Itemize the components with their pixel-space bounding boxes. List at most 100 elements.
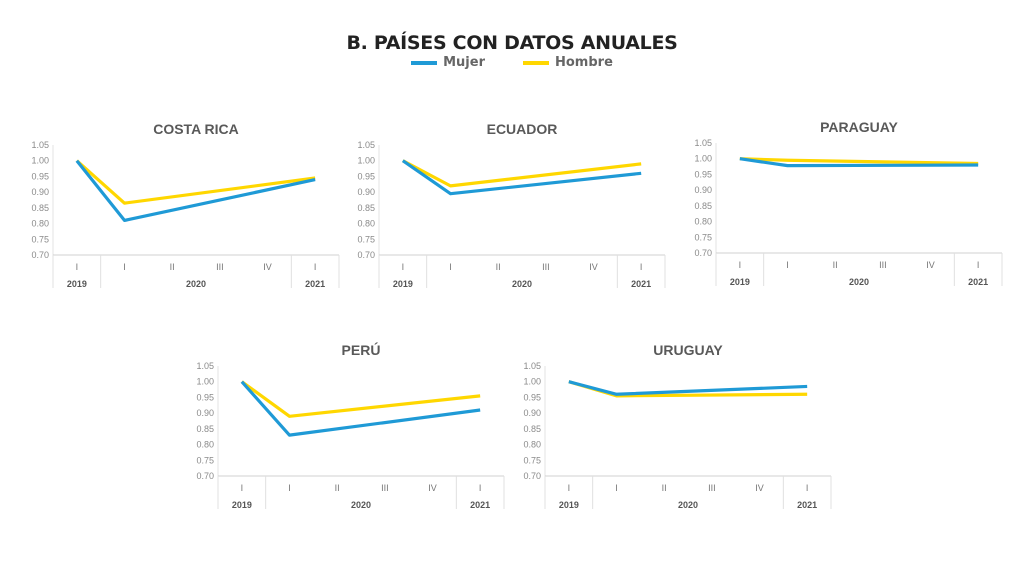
chart-paraguay: PARAGUAY 0.70 0.75 0.80 0.85 0.90 0.95 1.00 1.05… xyxy=(694,119,1003,287)
y-tick-label: 0.95 xyxy=(357,171,375,181)
y-tick-label: 0.75 xyxy=(31,234,49,244)
x-tick-label: I xyxy=(449,262,452,272)
x-tick-label: IV xyxy=(926,260,935,270)
y-tick-label: 0.85 xyxy=(31,203,49,213)
y-tick-label: 1.00 xyxy=(196,377,214,387)
series-line-mujer xyxy=(401,159,642,196)
legend: Mujer Hombre xyxy=(0,55,1024,70)
y-tick-label: 0.75 xyxy=(357,234,375,244)
chart-title: ECUADOR xyxy=(487,121,558,137)
x-tick-label: I xyxy=(314,262,317,272)
y-tick-label: 0.80 xyxy=(31,219,49,229)
x-tick-label: IV xyxy=(589,262,598,272)
y-tick-label: 0.85 xyxy=(694,201,712,211)
year-group-label: 2019 xyxy=(730,277,750,287)
series-line-mujer xyxy=(739,157,979,168)
x-tick-label: III xyxy=(879,260,887,270)
x-tick-label: IV xyxy=(263,262,272,272)
y-tick-label: 0.70 xyxy=(357,250,375,260)
y-tick-label: 0.70 xyxy=(523,471,541,481)
x-tick-label: I xyxy=(568,483,571,493)
y-tick-label: 0.70 xyxy=(694,248,712,258)
chart-uruguay: URUGUAY 0.70 0.75 0.80 0.85 0.90 0.95 1.00 1.05 I… xyxy=(523,342,832,510)
y-tick-label: 0.90 xyxy=(694,185,712,195)
x-tick-label: I xyxy=(640,262,643,272)
series-line-hombre xyxy=(240,380,481,418)
year-group-label: 2020 xyxy=(678,500,698,510)
y-tick-label: 0.90 xyxy=(357,187,375,197)
legend-swatch-mujer xyxy=(411,60,438,65)
chart-costa-rica: COSTA RICA 0.70 0.75 0.80 0.85 0.90 0.95 1.00 1.… xyxy=(31,121,340,289)
y-tick-label: 1.05 xyxy=(357,140,375,150)
x-tick-label: III xyxy=(542,262,550,272)
x-tick-label: I xyxy=(977,260,980,270)
y-tick-label: 1.05 xyxy=(523,361,541,371)
year-group-label: 2019 xyxy=(393,279,413,289)
x-tick-label: III xyxy=(216,262,224,272)
x-tick-label: I xyxy=(123,262,126,272)
year-group-label: 2020 xyxy=(351,500,371,510)
legend-swatch-hombre xyxy=(523,60,549,65)
year-group-label: 2021 xyxy=(968,277,988,287)
y-tick-label: 0.70 xyxy=(31,250,49,260)
x-tick-label: III xyxy=(708,483,716,493)
y-tick-label: 0.85 xyxy=(523,424,541,434)
y-tick-label: 0.95 xyxy=(523,392,541,402)
legend-item-hombre: Hombre xyxy=(523,55,613,70)
series-line-hombre xyxy=(402,159,642,188)
year-group-label: 2019 xyxy=(232,500,252,510)
main-title: B. PAÍSES CON DATOS ANUALES xyxy=(346,32,678,54)
chart-ecuador: ECUADOR 0.70 0.75 0.80 0.85 0.90 0.95 1.00 1.05 I… xyxy=(357,121,666,289)
x-tick-label: I xyxy=(76,262,79,272)
year-group-label: 2020 xyxy=(186,279,206,289)
legend-item-mujer: Mujer xyxy=(411,55,485,70)
year-group-label: 2021 xyxy=(305,279,325,289)
y-tick-label: 1.00 xyxy=(31,156,49,166)
x-tick-label: I xyxy=(739,260,742,270)
y-tick-label: 0.90 xyxy=(31,187,49,197)
year-group-label: 2021 xyxy=(797,500,817,510)
year-group-label: 2019 xyxy=(67,279,87,289)
y-tick-label: 0.95 xyxy=(196,392,214,402)
y-tick-label: 1.05 xyxy=(694,138,712,148)
y-tick-label: 1.00 xyxy=(357,156,375,166)
y-tick-label: 0.90 xyxy=(196,408,214,418)
x-tick-label: II xyxy=(170,262,175,272)
x-tick-label: I xyxy=(288,483,291,493)
x-tick-label: I xyxy=(806,483,809,493)
y-tick-label: 1.05 xyxy=(196,361,214,371)
series-line-mujer xyxy=(240,380,481,437)
y-tick-label: 0.80 xyxy=(523,440,541,450)
y-tick-label: 0.75 xyxy=(196,455,214,465)
x-tick-label: I xyxy=(402,262,405,272)
series-line-mujer xyxy=(568,380,808,396)
y-tick-label: 1.05 xyxy=(31,140,49,150)
x-tick-label: III xyxy=(381,483,389,493)
year-group-label: 2020 xyxy=(849,277,869,287)
x-tick-label: II xyxy=(833,260,838,270)
legend-label: Mujer xyxy=(443,55,485,70)
y-tick-label: 0.90 xyxy=(523,408,541,418)
series-line-mujer xyxy=(75,159,316,223)
y-tick-label: 0.75 xyxy=(694,232,712,242)
x-tick-label: II xyxy=(496,262,501,272)
y-tick-label: 0.80 xyxy=(196,440,214,450)
y-tick-label: 0.95 xyxy=(694,169,712,179)
year-group-label: 2021 xyxy=(631,279,651,289)
y-tick-label: 0.85 xyxy=(196,424,214,434)
chart-title: PERÚ xyxy=(342,341,381,358)
chart-title: URUGUAY xyxy=(653,342,723,358)
series-line-hombre xyxy=(739,157,979,166)
x-tick-label: II xyxy=(662,483,667,493)
y-tick-label: 0.95 xyxy=(31,171,49,181)
y-tick-label: 0.70 xyxy=(196,471,214,481)
x-tick-label: I xyxy=(786,260,789,270)
series-line-hombre xyxy=(75,159,316,205)
y-tick-label: 1.00 xyxy=(694,154,712,164)
x-tick-label: IV xyxy=(755,483,764,493)
x-tick-label: I xyxy=(615,483,618,493)
chart-title: COSTA RICA xyxy=(153,121,239,137)
x-tick-label: I xyxy=(241,483,244,493)
x-tick-label: IV xyxy=(428,483,437,493)
